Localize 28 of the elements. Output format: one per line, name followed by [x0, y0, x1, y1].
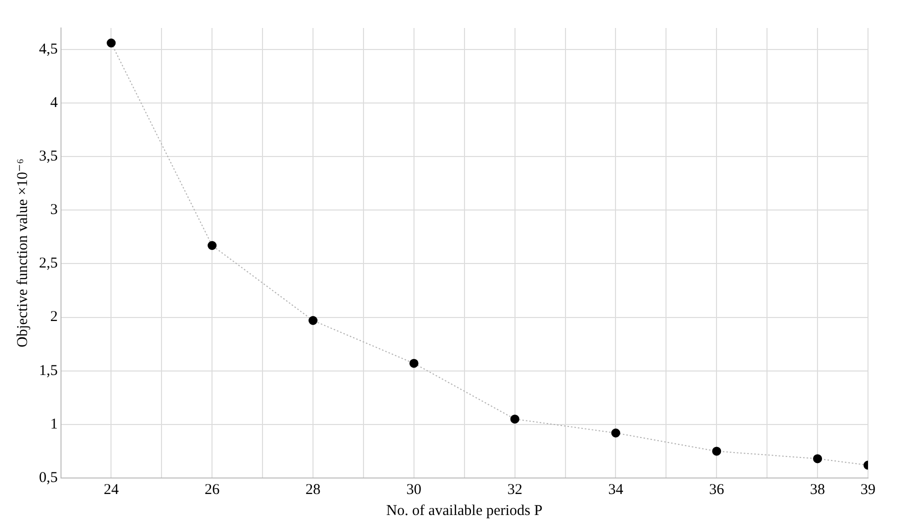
- point: [611, 428, 620, 438]
- point: [308, 316, 318, 325]
- y-tick-label: 1: [50, 416, 58, 432]
- x-tick-label: 26: [204, 482, 220, 498]
- point: [208, 241, 217, 250]
- y-tick-label: 1,5: [39, 362, 58, 379]
- x-tick-label: 39: [860, 482, 876, 498]
- x-tick-label: 34: [608, 482, 624, 498]
- y-tick-label: 3: [50, 202, 58, 218]
- x-tick-label: 38: [810, 482, 826, 498]
- point: [409, 358, 418, 368]
- y-tick-label: 4: [50, 94, 58, 111]
- x-tick-label: 24: [104, 482, 120, 498]
- point: [712, 446, 722, 456]
- x-tick-label: 28: [306, 482, 321, 498]
- point: [813, 454, 822, 464]
- x-tick-label: 30: [406, 482, 422, 498]
- y-tick-label: 3,5: [39, 148, 58, 165]
- y-tick-label: 2: [50, 309, 58, 326]
- y-axis-title: Objective function value ×10⁻⁶: [14, 158, 31, 348]
- y-tick-label: 4,5: [39, 41, 58, 58]
- point: [106, 38, 116, 48]
- x-tick-label: 32: [507, 482, 522, 498]
- y-tick-label: 2,5: [39, 256, 58, 272]
- point: [510, 414, 520, 424]
- x-axis-title: No. of available periods P: [386, 502, 542, 519]
- y-tick-label: 0,5: [39, 470, 58, 486]
- x-tick-label: 36: [709, 482, 725, 498]
